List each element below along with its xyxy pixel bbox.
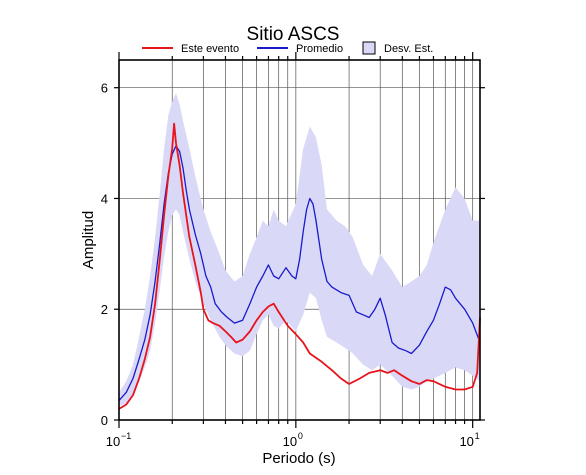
std-dev-band-area [119, 93, 480, 407]
x-tick-label: 10 0 [283, 431, 303, 449]
y-axis-label: Amplitud [80, 211, 97, 269]
legend: Este evento Promedio Desv. Est. [142, 41, 433, 55]
y-tick-label: 2 [101, 302, 108, 317]
y-axis-ticks: 0 2 4 6 [101, 81, 485, 428]
series-line-este-evento [118, 122, 481, 410]
y-tick-label: 4 [101, 191, 108, 206]
legend-label-desv-est: Desv. Est. [384, 43, 433, 55]
x-tick-label: 10 −1 [106, 431, 132, 449]
legend-label-promedio: Promedio [296, 43, 343, 55]
chart-title: Sitio ASCS [247, 24, 340, 45]
x-tick-label-exponent: 0 [298, 431, 303, 441]
x-tick-label: 10 1 [459, 431, 479, 449]
x-tick-label-base: 10 [459, 434, 473, 449]
plot-frame [118, 59, 481, 421]
y-tick-label: 0 [101, 413, 108, 428]
x-tick-label-exponent: −1 [121, 431, 131, 441]
x-axis-label: Periodo (s) [262, 450, 335, 467]
legend-label-este-evento: Este evento [181, 43, 239, 55]
std-dev-band [119, 93, 480, 407]
series-lines [118, 122, 481, 410]
series-line-promedio [118, 145, 481, 402]
legend-swatch-desv-est [362, 41, 376, 55]
y-tick-label: 6 [101, 81, 108, 96]
x-tick-label-base: 10 [106, 434, 120, 449]
x-tick-label-base: 10 [283, 434, 297, 449]
x-tick-label-exponent: 1 [475, 431, 480, 441]
x-axis-ticks: 10 −1 10 0 10 1 [106, 52, 480, 449]
